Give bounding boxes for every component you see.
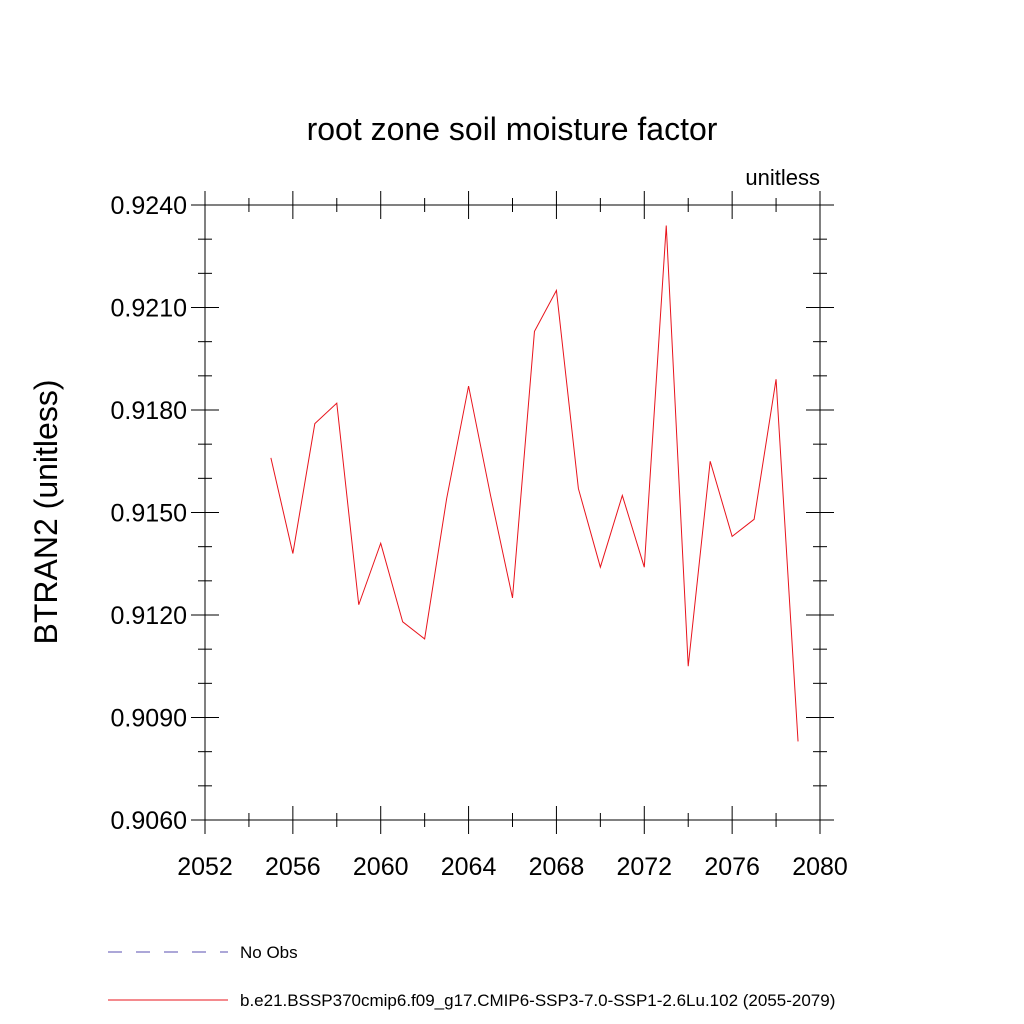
x-tick-label: 2064 xyxy=(441,853,497,881)
y-axis-ticks xyxy=(191,204,834,821)
x-axis-ticks xyxy=(204,191,821,834)
plot-frame xyxy=(204,204,821,821)
x-tick-label: 2056 xyxy=(265,853,321,881)
y-tick-label: 0.9180 xyxy=(111,397,187,425)
y-tick-label: 0.9240 xyxy=(111,192,187,220)
x-tick-label: 2076 xyxy=(704,853,760,881)
series-layer xyxy=(270,225,799,742)
legend-label: No Obs xyxy=(240,943,298,962)
legend-label: b.e21.BSSP370cmip6.f09_g17.CMIP6-SSP3-7.… xyxy=(240,991,835,1010)
plot-border xyxy=(204,204,821,821)
y-tick-label: 0.9090 xyxy=(111,705,187,733)
x-tick-label: 2068 xyxy=(529,853,585,881)
y-tick-label: 0.9210 xyxy=(111,295,187,323)
series-line xyxy=(270,225,799,742)
x-tick-label: 2052 xyxy=(177,853,233,881)
units-label: unitless xyxy=(745,165,820,190)
x-axis-tick-labels: 2052 2056 2060 2064 2068 2072 2076 2080 xyxy=(177,853,848,881)
chart-title: root zone soil moisture factor xyxy=(307,111,718,147)
x-tick-label: 2072 xyxy=(616,853,672,881)
x-tick-label: 2080 xyxy=(792,853,848,881)
y-tick-label: 0.9120 xyxy=(111,602,187,630)
y-axis-label: BTRAN2 (unitless) xyxy=(28,380,64,645)
y-axis-tick-labels: 0.9060 0.9090 0.9120 0.9150 0.9180 0.9210 0.92… xyxy=(111,192,187,835)
y-tick-label: 0.9150 xyxy=(111,500,187,528)
x-tick-label: 2060 xyxy=(353,853,409,881)
legend: No Obs b.e21.BSSP370cmip6.f09_g17.CMIP6-S… xyxy=(108,943,835,1010)
y-tick-label: 0.9060 xyxy=(111,807,187,835)
